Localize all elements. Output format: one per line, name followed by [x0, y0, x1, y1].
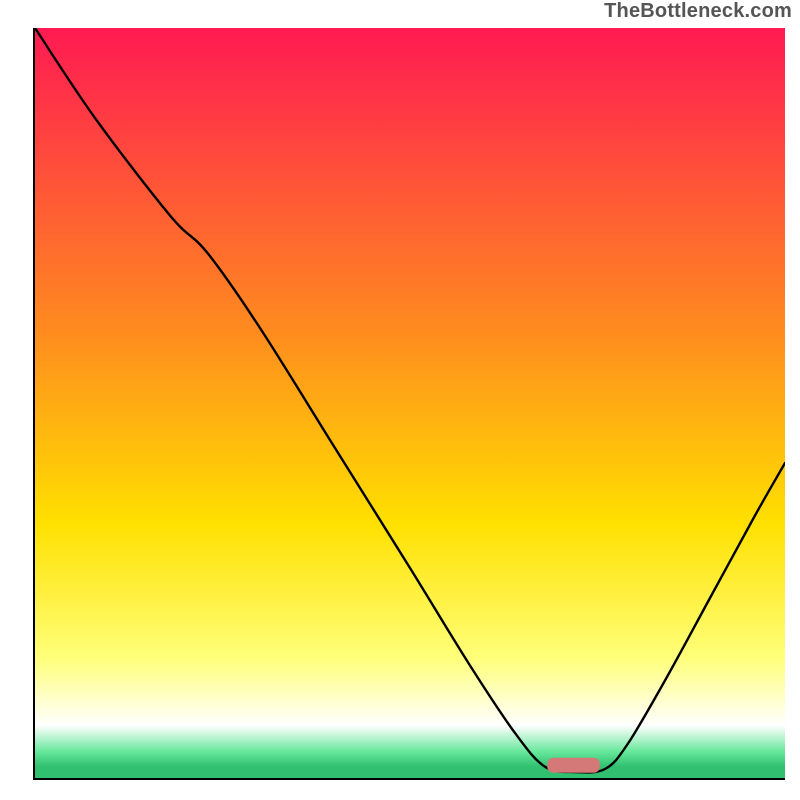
watermark-text: TheBottleneck.com	[604, 0, 792, 23]
root-container: TheBottleneck.com	[0, 0, 800, 800]
optimal-marker	[547, 758, 600, 773]
bottleneck-chart	[35, 28, 785, 778]
